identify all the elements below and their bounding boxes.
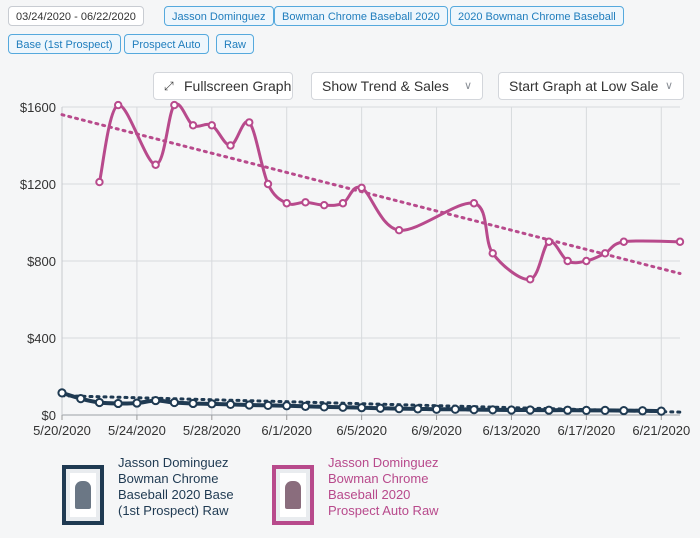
chip-auto[interactable]: Prospect Auto [124,34,209,54]
data-point-base [300,401,311,411]
x-tick-label: 6/9/2020 [411,423,462,438]
data-point-auto [170,100,179,110]
data-point-base [113,398,123,409]
data-point-base [338,402,348,412]
data-point-base [76,394,86,404]
data-point-auto [675,237,685,246]
trend-select[interactable]: Show Trend & Sales ∨ [311,72,483,100]
trend-select-value: Show Trend & Sales [322,78,449,94]
x-tick-label: 6/1/2020 [261,423,312,438]
x-tick-label: 5/20/2020 [33,423,91,438]
trend-line-auto [60,113,682,276]
chip-set[interactable]: Bowman Chrome Baseball 2020 [274,6,448,26]
data-point-base [57,388,67,398]
data-point-auto [188,121,198,130]
data-point-base [188,398,198,409]
series-line-auto [97,102,681,281]
data-point-auto [338,199,348,208]
x-tick-label: 6/13/2020 [483,423,541,438]
baseball-card-icon [62,465,104,525]
data-point-auto [469,199,479,208]
data-point-base [169,397,179,408]
data-point-auto [226,141,235,150]
data-point-base [581,405,591,415]
data-point-base [450,404,460,414]
chip-set-alt[interactable]: 2020 Bowman Chrome Baseball [450,6,624,26]
legend-label-base: Jasson Dominguez Bowman Chrome Baseball … [118,455,234,518]
data-point-base [282,401,292,411]
x-tick-label: 6/17/2020 [557,423,615,438]
autographed-card-icon [272,465,314,525]
x-tick-label: 6/5/2020 [336,423,387,438]
chip-base[interactable]: Base (1st Prospect) [8,34,121,54]
data-point-base [413,404,423,414]
data-point-auto [301,198,310,207]
chip-raw[interactable]: Raw [216,34,255,54]
x-tick-label: 6/21/2020 [632,423,690,438]
data-point-base [525,405,535,415]
chevron-down-icon: ∨ [463,80,472,92]
data-point-auto [563,256,572,266]
data-point-auto [245,118,254,127]
data-point-base [431,404,442,414]
y-tick-label: $0 [42,408,56,423]
chip-player[interactable]: Jasson Dominguez [164,6,274,26]
data-point-auto [582,256,591,266]
data-point-auto [600,249,610,258]
start-select-value: Start Graph at Low Sale [509,78,659,94]
data-point-base [619,405,629,416]
fullscreen-label: Fullscreen Graph [184,78,292,94]
data-point-base [244,400,254,410]
data-point-auto [113,100,123,110]
data-point-base [394,404,404,414]
data-point-auto [525,275,535,284]
data-point-auto [357,183,366,193]
date-range-chip[interactable]: 03/24/2020 - 06/22/2020 [8,6,144,26]
data-point-auto [282,199,291,208]
data-point-base [319,402,329,412]
x-tick-label: 5/24/2020 [108,423,166,438]
expand-icon: ⤢ [164,79,174,93]
data-point-auto [488,249,497,258]
data-point-base [94,397,105,408]
data-point-auto [394,226,404,235]
y-tick-label: $1600 [20,100,56,115]
data-point-base [506,405,517,415]
trend-line-base [60,394,682,414]
data-point-base [488,405,498,415]
data-point-base [375,403,385,413]
data-point-base [637,406,648,416]
y-tick-label: $800 [27,254,56,269]
data-point-auto [319,200,329,210]
data-point-auto [544,237,554,246]
data-point-base [544,405,554,415]
x-tick-label: 5/28/2020 [183,423,241,438]
legend-label-auto: Jasson Dominguez Bowman Chrome Baseball … [328,455,439,518]
data-point-base [563,405,573,415]
data-point-auto [151,160,160,169]
data-point-base [132,398,142,408]
y-tick-label: $1200 [20,177,56,192]
data-point-base [656,406,666,416]
start-select[interactable]: Start Graph at Low Sale ∨ [498,72,684,100]
data-point-base [207,399,217,409]
data-point-auto [207,121,217,130]
data-point-base [151,395,161,406]
chevron-down-icon: ∨ [664,80,673,92]
data-point-auto [263,179,273,189]
data-point-auto [619,237,629,246]
data-point-auto [95,177,104,187]
data-point-base [469,405,479,415]
fullscreen-button[interactable]: ⤢ Fullscreen Graph [153,72,293,100]
price-chart: $0 $400 $800 $1200 $1600 5/20/2020 5/24/2020 5/… [20,100,690,438]
data-point-base [263,400,273,410]
data-point-base [225,399,236,410]
y-tick-label: $400 [27,331,56,346]
data-point-base [357,403,367,413]
data-point-base [600,405,610,415]
